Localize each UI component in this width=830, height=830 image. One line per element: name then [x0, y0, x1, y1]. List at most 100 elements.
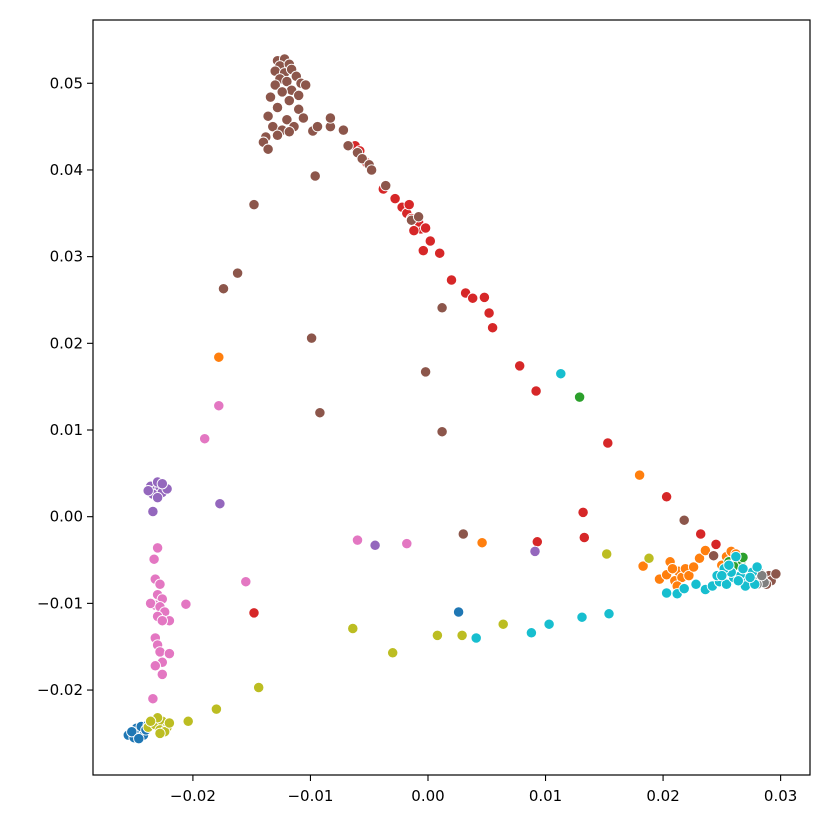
scatter-point [637, 560, 649, 572]
scatter-point [264, 91, 277, 103]
scatter-point [156, 668, 168, 681]
scatter-point [262, 110, 274, 122]
scatter-point [154, 578, 166, 590]
scatter-point [412, 211, 425, 223]
scatter-point [601, 548, 613, 560]
scatter-point [156, 615, 168, 627]
scatter-point [424, 235, 436, 247]
scatter-point [690, 578, 702, 590]
scatter-point [262, 143, 274, 155]
scatter-point [154, 646, 166, 658]
scatter-point [142, 485, 154, 497]
scatter-point [305, 332, 318, 344]
scatter-point [707, 550, 720, 562]
scatter-point [182, 715, 194, 727]
scatter-point [695, 528, 707, 540]
scatter-point [283, 126, 295, 138]
scatter-point [434, 247, 446, 259]
scatter-point [470, 632, 482, 644]
plot-frame [92, 19, 811, 776]
x-axis: −0.02 −0.01 0.00 0.01 0.02 0.03 [170, 775, 797, 805]
scatter-point [403, 198, 415, 211]
scatter-point [297, 112, 310, 124]
y-tick-label: −0.01 [37, 594, 83, 612]
scatter-point [213, 400, 225, 412]
scatter-point [476, 537, 488, 549]
scatter-point [417, 244, 429, 257]
scatter-point [678, 582, 690, 595]
y-tick-label: 0.02 [50, 334, 83, 352]
y-tick-label: 0.00 [50, 508, 83, 526]
scatter-point [314, 407, 326, 419]
scatter-point [133, 732, 145, 745]
scatter-point [436, 302, 448, 314]
scatter-point [347, 622, 359, 635]
x-tick-label: 0.00 [411, 787, 444, 805]
scatter-point [293, 89, 305, 102]
scatter-point [419, 366, 432, 378]
scatter-point [151, 491, 164, 504]
scatter-point [723, 559, 735, 571]
scatter-point [151, 542, 164, 554]
scatter-point [529, 545, 541, 558]
scatter-point [578, 531, 590, 544]
scatter-point [730, 550, 742, 563]
scatter-point [149, 660, 161, 672]
scatter-point [210, 703, 223, 715]
scatter-point [543, 618, 555, 630]
scatter-point [660, 491, 673, 503]
scatter-point [276, 86, 288, 98]
scatter-point [573, 391, 586, 403]
scatter-point [419, 222, 432, 234]
scatter-point [576, 611, 588, 623]
x-tick-label: 0.03 [764, 787, 797, 805]
scatter-point [199, 433, 211, 445]
scatter-point [525, 627, 538, 639]
scatter-point [687, 561, 700, 573]
scatter-point [126, 726, 138, 738]
scatter-point [660, 587, 673, 599]
scatter-point [530, 385, 542, 397]
scatter-point [678, 514, 690, 526]
scatter-point [214, 498, 226, 510]
scatter-point [154, 727, 166, 740]
scatter-point [577, 506, 589, 519]
scatter-point [269, 79, 281, 91]
scatter-point [248, 607, 260, 619]
scatter-point [486, 322, 499, 334]
scatter-point [603, 608, 615, 620]
scatter-point [710, 538, 722, 551]
scatter-point [148, 553, 160, 565]
scatter-point [643, 552, 655, 564]
scatter-point [253, 681, 265, 694]
scatter-point [180, 598, 192, 610]
scatter-point [231, 267, 244, 279]
scatter-point [369, 539, 381, 551]
scatter-point [699, 544, 712, 557]
scatter-point [147, 693, 159, 705]
scatter-point [309, 170, 321, 182]
scatter-point [744, 571, 756, 584]
scatter-point [337, 124, 350, 136]
scatter-point [281, 75, 293, 88]
scatter-point [555, 368, 567, 380]
scatter-point [720, 578, 733, 590]
scatter-point [365, 164, 378, 176]
scatter-point [240, 576, 252, 588]
scatter-point [281, 114, 293, 126]
scatter-point [380, 179, 392, 192]
scatter-point [497, 618, 509, 630]
scatter-point [531, 536, 543, 548]
y-tick-label: 0.01 [50, 421, 83, 439]
points-layer [122, 53, 782, 745]
scatter-point [163, 717, 176, 729]
x-tick-label: −0.01 [287, 787, 333, 805]
scatter-point [389, 192, 401, 205]
scatter-point [452, 606, 465, 618]
scatter-point [751, 561, 763, 573]
scatter-point [431, 629, 444, 642]
y-tick-label: −0.02 [37, 681, 83, 699]
scatter-point [213, 351, 225, 363]
scatter-point [737, 563, 749, 575]
scatter-point [716, 569, 728, 582]
